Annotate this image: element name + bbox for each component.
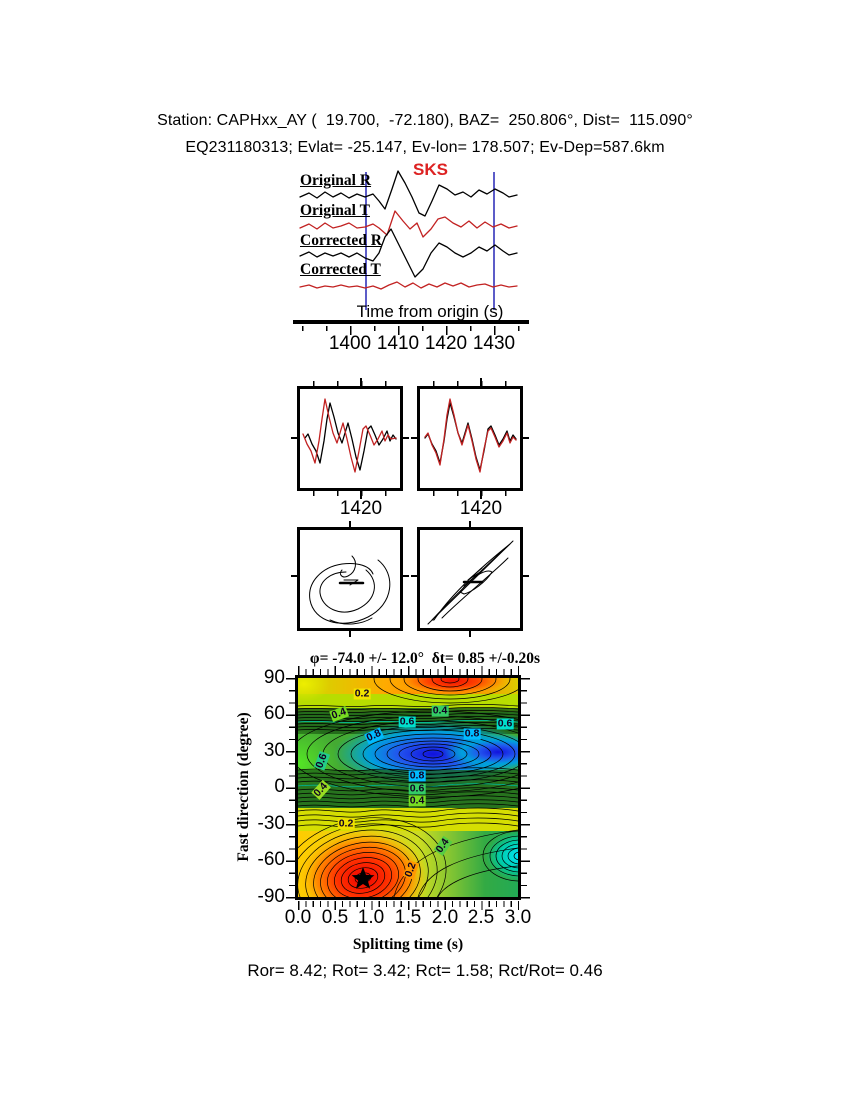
pm2-bottom-tick — [469, 631, 471, 637]
contour-value-label: 0.8 — [364, 727, 384, 745]
map-left-major-ticks — [286, 678, 295, 899]
pair2-top-ticks — [433, 381, 509, 386]
time-axis-line — [293, 320, 529, 324]
map-ylabel: Fast direction (degree) — [235, 712, 252, 862]
pm2-right-tick — [523, 575, 529, 577]
trace-label-corrected-r: Corrected R — [300, 232, 382, 249]
pair-box-before — [297, 386, 403, 491]
particle-motion-before — [309, 555, 391, 625]
trace-label-original-t: Original T — [300, 202, 370, 219]
xtick-25: 2.5 — [467, 907, 495, 928]
trace-label-corrected-t: Corrected T — [300, 261, 381, 278]
contour-value-label: 0.4 — [408, 794, 426, 807]
pair-box-after — [417, 386, 523, 491]
xtick-00: 0.0 — [284, 907, 312, 928]
pm1-top-tick — [349, 521, 351, 527]
contour-value-label: 0.8 — [463, 727, 481, 740]
contour-value-label: 0.2 — [337, 817, 355, 830]
pair1-top-ticks — [313, 381, 389, 386]
pair2-xtick-label: 1420 — [459, 498, 503, 519]
map-top-major-ticks — [298, 666, 519, 675]
xtick-05: 0.5 — [321, 907, 349, 928]
time-tick-1420: 1420 — [424, 333, 468, 354]
xtick-10: 1.0 — [357, 907, 385, 928]
contour-value-label: 0.6 — [313, 751, 331, 771]
ytick-60: 60 — [263, 703, 285, 724]
station-info-line: Station: CAPHxx_AY ( 19.700, -72.180), B… — [157, 112, 693, 129]
contour-value-label: 0.4 — [431, 704, 449, 717]
contour-value-label: 0.2 — [402, 860, 420, 880]
map-bottom-major-ticks — [298, 901, 519, 910]
xtick-15: 1.5 — [394, 907, 422, 928]
pm1-left-tick — [291, 575, 297, 577]
misfit-map-frame: 0.2 0.4 0.4 0.6 0.6 0.8 0.8 0.6 0.4 0.8 0.6 0.4 0.2 0… — [295, 675, 521, 900]
pair-waves-after — [424, 398, 517, 473]
contour-value-label: 0.4 — [433, 836, 453, 856]
map-xlabel: Splitting time (s) — [352, 936, 464, 953]
contour-value-label: 0.2 — [353, 687, 371, 700]
contour-value-label: 0.6 — [398, 715, 416, 728]
map-title: φ= -74.0 +/- 12.0° δt= 0.85 +/-0.20s — [309, 650, 541, 667]
pm2-left-tick — [411, 575, 417, 577]
pair2-bottom-ticks — [433, 491, 509, 496]
phase-label: SKS — [413, 160, 448, 179]
particle-motion-after — [427, 540, 514, 625]
result-stats: Ror= 8.42; Rot= 3.42; Rct= 1.58; Rct/Rot… — [247, 961, 603, 980]
time-tick-1430: 1430 — [472, 333, 516, 354]
map-right-major-ticks — [521, 678, 530, 899]
ytick-90: 90 — [263, 667, 285, 688]
pm1-bottom-tick — [349, 631, 351, 637]
pair2-right-tick — [523, 437, 529, 439]
pair1-left-tick — [291, 437, 297, 439]
pair1-bottom-major-tick — [360, 491, 362, 499]
contour-value-label: 0.6 — [408, 782, 426, 795]
time-axis-title: Time from origin (s) — [356, 302, 504, 321]
contour-value-label: 0.4 — [329, 705, 349, 723]
best-fit-star — [351, 867, 375, 889]
contour-value-label: 0.8 — [408, 769, 426, 782]
seismogram-traces-plot — [299, 170, 518, 310]
pair1-bottom-ticks — [313, 491, 389, 496]
xtick-30: 3.0 — [504, 907, 532, 928]
pair-waves-before — [302, 398, 397, 473]
ytick-30: 30 — [263, 740, 285, 761]
contour-value-label: 0.6 — [496, 717, 514, 730]
pair2-bottom-major-tick — [480, 491, 482, 499]
trace-label-original-r: Original R — [300, 172, 372, 189]
xtick-20: 2.0 — [431, 907, 459, 928]
ytick-n60: -60 — [257, 849, 285, 870]
time-tick-1400: 1400 — [328, 333, 372, 354]
time-tick-1410: 1410 — [376, 333, 420, 354]
pair1-top-major-tick — [360, 378, 362, 386]
ytick-0: 0 — [274, 776, 285, 797]
time-axis-major-ticks — [350, 326, 496, 335]
ytick-n30: -30 — [257, 813, 285, 834]
contour-value-label: 0.4 — [311, 780, 331, 800]
ytick-n90: -90 — [257, 886, 285, 907]
particle-motion-box-after — [417, 527, 523, 631]
contour-label-layer: 0.2 0.4 0.4 0.6 0.6 0.8 0.8 0.6 0.4 0.8 0.6 0.4 0.2 0… — [298, 678, 518, 897]
pair1-xtick-label: 1420 — [339, 498, 383, 519]
pm2-top-tick — [469, 521, 471, 527]
pm1-right-tick — [403, 575, 409, 577]
pair2-top-major-tick — [480, 378, 482, 386]
particle-motion-box-before — [297, 527, 403, 631]
pair2-left-tick — [411, 437, 417, 439]
event-info-line: EQ231180313; Evlat= -25.147, Ev-lon= 178… — [185, 139, 665, 156]
pair1-right-tick — [403, 437, 409, 439]
